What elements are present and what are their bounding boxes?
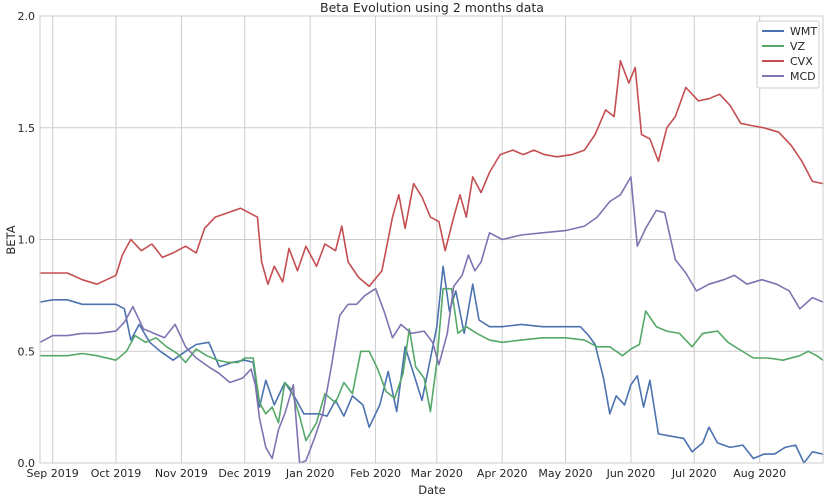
series-line-wmt xyxy=(39,265,824,464)
legend-label-cvx: CVX xyxy=(790,55,813,68)
y-tick-label: 2.0 xyxy=(18,10,36,23)
plot-border xyxy=(39,15,824,464)
series-line-mcd xyxy=(39,176,824,464)
x-tick-label: Aug 2020 xyxy=(733,467,786,480)
series-lines xyxy=(39,59,824,464)
x-tick-label: May 2020 xyxy=(538,467,592,480)
legend-label-vz: VZ xyxy=(790,40,806,53)
x-tick-label: Dec 2019 xyxy=(218,467,271,480)
x-tick-label: Sep 2019 xyxy=(27,467,79,480)
x-tick-label: Jan 2020 xyxy=(285,467,334,480)
series-line-vz xyxy=(39,287,824,442)
y-tick-label: 0.5 xyxy=(18,345,36,358)
x-tick-label: Jul 2020 xyxy=(671,467,717,480)
x-tick-label: Feb 2020 xyxy=(350,467,401,480)
x-axis-title: Date xyxy=(418,483,446,497)
y-axis-title: BETA xyxy=(4,225,18,254)
y-tick-label: 1.5 xyxy=(18,122,36,135)
grid xyxy=(40,15,823,464)
legend-box xyxy=(756,20,820,89)
axes: 0.0 0.5 1.0 1.5 2.0 Sep 2019 Oct 2019 Nov 2019 D… xyxy=(18,10,824,480)
series-line-cvx xyxy=(39,59,824,288)
legend: WMT VZ CVX MCD xyxy=(756,20,820,89)
legend-label-wmt: WMT xyxy=(790,25,817,38)
x-tick-label: Apr 2020 xyxy=(477,467,528,480)
x-tick-label: Mar 2020 xyxy=(411,467,463,480)
x-tick-label: Jun 2020 xyxy=(606,467,656,480)
x-tick-label: Nov 2019 xyxy=(155,467,208,480)
legend-label-mcd: MCD xyxy=(790,70,816,83)
y-tick-label: 1.0 xyxy=(18,234,36,247)
y-tick-label: 0.0 xyxy=(18,457,36,470)
chart-title: Beta Evolution using 2 months data xyxy=(320,0,544,15)
x-tick-label: Oct 2019 xyxy=(91,467,142,480)
